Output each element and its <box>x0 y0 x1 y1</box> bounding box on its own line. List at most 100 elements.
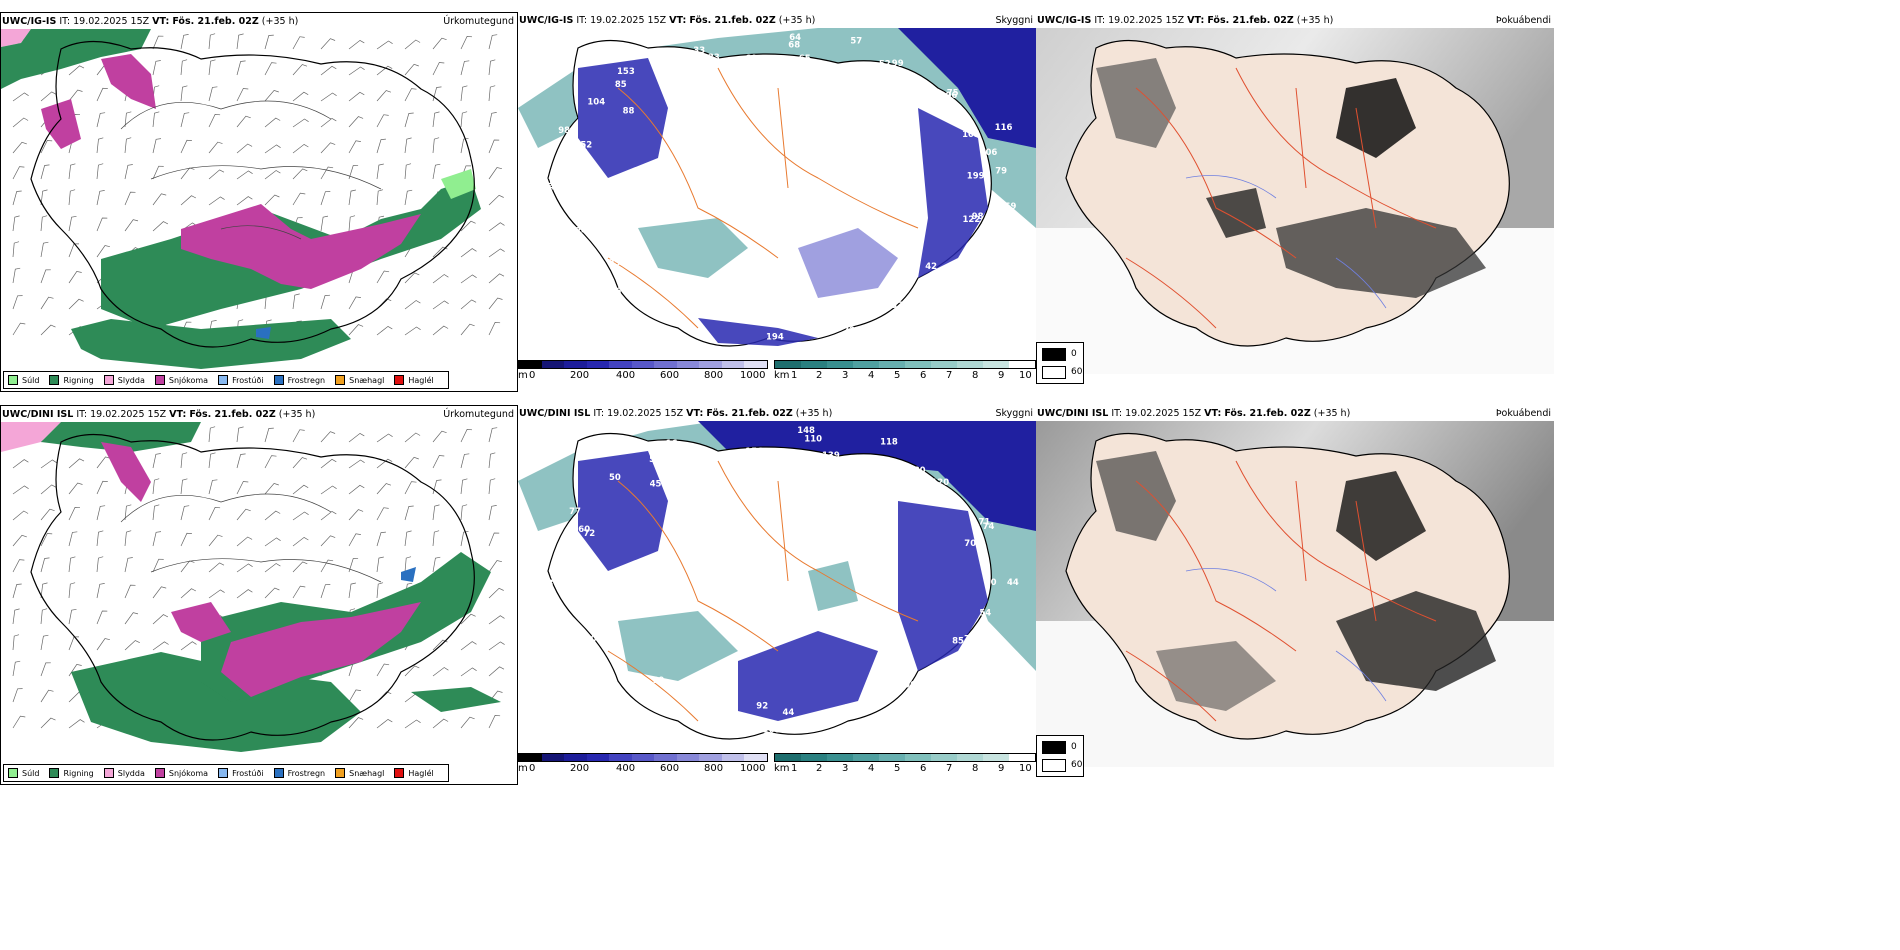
wind-barb <box>404 39 421 50</box>
wind-barb <box>96 556 104 573</box>
wind-barb <box>460 530 469 547</box>
wind-barb <box>236 170 253 180</box>
wind-barb <box>96 87 108 102</box>
panel-product-title: Þokuábendi <box>1495 408 1551 419</box>
colorbar-tick: 600 <box>660 370 680 381</box>
wind-barb <box>68 531 78 547</box>
wind-barb <box>460 274 477 284</box>
wind-barb <box>432 37 447 50</box>
wind-barb <box>348 533 361 547</box>
wind-barb <box>348 296 361 310</box>
wind-barb <box>96 137 104 154</box>
wind-barb <box>376 582 384 599</box>
ceiling-value-label: 108 <box>664 76 682 86</box>
legend-item: Snæhagl <box>335 375 384 385</box>
ceiling-value-label: 128 <box>553 222 571 232</box>
colorbar-unit: km <box>774 370 790 381</box>
wind-barb <box>208 534 223 547</box>
wind-barb <box>348 557 359 573</box>
ceiling-value-label: 98 <box>972 212 984 222</box>
wind-barb <box>236 426 244 443</box>
wind-barb <box>488 297 503 310</box>
legend-item: Frostúði <box>218 768 264 778</box>
wind-barb <box>180 195 197 206</box>
wind-barb <box>124 191 136 206</box>
ceiling-value-label: 80 <box>914 466 926 476</box>
ceiling-value-label: 58 <box>649 455 661 465</box>
ceiling-value-label: 240 <box>543 183 561 193</box>
wind-barb <box>152 558 164 573</box>
wind-barb <box>320 584 331 599</box>
wind-barb <box>96 610 108 625</box>
ceiling-value-label: 47 <box>646 297 658 307</box>
ceiling-value-label: 65 <box>799 54 811 64</box>
ceiling-value-label: 43 <box>878 713 890 723</box>
wind-barb <box>376 718 393 729</box>
wind-barb <box>12 141 27 154</box>
colorbar-tick: 8 <box>972 763 979 774</box>
wind-barb <box>208 507 221 521</box>
ceiling-value-label: 60 <box>956 671 968 681</box>
wind-barb <box>348 459 365 469</box>
panel-product-title: Skyggni <box>995 408 1033 419</box>
wind-barb <box>432 639 448 651</box>
wind-barb <box>292 457 308 469</box>
colorbar-tick: 9 <box>998 370 1005 381</box>
wind-barb <box>152 111 160 128</box>
wind-barb <box>460 613 476 625</box>
wind-barb <box>12 583 22 599</box>
wind-barb <box>460 85 468 102</box>
wind-barb <box>292 429 305 443</box>
wind-barb <box>12 688 23 703</box>
visibility-panel-bottom: UWC/DINI ISL IT: 19.02.2025 15Z VT: Fös.… <box>518 405 1036 785</box>
ceiling-value-label: 85 <box>952 636 964 646</box>
wind-barb <box>96 638 110 651</box>
colorbar-tick: 3 <box>842 370 849 381</box>
wind-barb <box>236 60 246 76</box>
ceiling-value-label: 71 <box>979 517 991 527</box>
wind-barb <box>124 219 139 232</box>
panel-product-title: Þokuábendi <box>1495 15 1551 26</box>
ceiling-value-label: 33 <box>708 53 720 63</box>
ceiling-value-label: 118 <box>880 437 898 447</box>
colorbar-tick: 2 <box>816 763 823 774</box>
ceiling-value-label: 58 <box>550 571 562 581</box>
wind-barb <box>488 248 505 258</box>
ceiling-value-label: 76 <box>934 98 946 108</box>
wind-barb <box>460 667 477 677</box>
ceiling-value-label: 70 <box>964 539 976 549</box>
wind-barb <box>292 91 309 102</box>
wind-barb <box>124 164 133 180</box>
wind-barb <box>68 582 76 599</box>
ceiling-value-label: 48 <box>742 311 754 321</box>
ceiling-value-label: 101 <box>568 633 586 643</box>
visibility-colorbar: km 1 2 3 4 5 6 7 8 9 10 <box>774 360 1036 386</box>
wind-barb <box>152 35 164 50</box>
wind-barb <box>292 192 306 206</box>
legend-item: Rigning <box>49 375 94 385</box>
colorbar-tick: 8 <box>972 370 979 381</box>
wind-barb <box>320 65 337 76</box>
colorbar-tick: 5 <box>894 763 901 774</box>
wind-barb <box>124 640 140 651</box>
wind-barb <box>488 478 496 495</box>
wind-barb <box>12 295 23 310</box>
wind-barb <box>432 667 449 677</box>
legend-swatch-white <box>1042 759 1066 772</box>
wind-barb <box>460 716 475 729</box>
ceiling-colorbar-strip <box>518 360 768 369</box>
wind-barb <box>12 322 26 336</box>
wind-barb <box>180 34 189 50</box>
wind-barb <box>488 59 496 76</box>
wind-barb <box>12 117 29 128</box>
ceiling-value-label: 54 <box>979 609 991 619</box>
wind-barb <box>488 322 501 336</box>
wind-barb <box>208 589 225 599</box>
wind-barb <box>96 217 108 232</box>
wind-barb <box>432 137 440 154</box>
ceiling-value-label: 42 <box>925 262 937 272</box>
ceiling-value-label: 171 <box>548 177 566 187</box>
wind-barb <box>488 167 502 180</box>
wind-barb <box>40 717 56 729</box>
wind-barb <box>152 138 162 154</box>
